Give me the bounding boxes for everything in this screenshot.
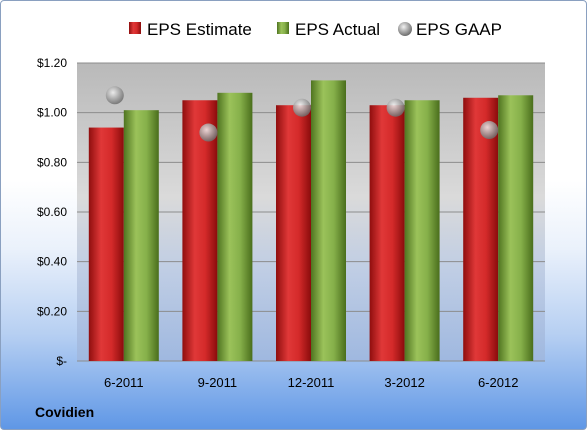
legend-item-estimate: EPS Estimate <box>129 20 252 39</box>
legend-item-actual: EPS Actual <box>277 20 380 39</box>
estimate-bar <box>463 97 499 362</box>
gaap-marker <box>199 123 218 142</box>
actual-bar <box>217 92 253 362</box>
x-tick-label: 9-2011 <box>198 375 238 390</box>
legend-swatch-actual <box>277 22 289 34</box>
actual-bar <box>404 100 440 361</box>
y-tick-label: $0.60 <box>37 205 67 219</box>
legend-label-estimate: EPS Estimate <box>147 20 252 39</box>
gaap-markers <box>105 86 499 142</box>
y-tick-label: $0.40 <box>37 255 67 269</box>
x-tick-label: 6-2012 <box>478 375 518 390</box>
gaap-marker <box>293 98 311 117</box>
actual-bar <box>498 95 534 362</box>
gaap-marker <box>480 121 499 140</box>
y-tick-label: $1.20 <box>37 56 67 70</box>
legend: EPS Estimate EPS Actual EPS GAAP <box>129 20 502 39</box>
estimate-bar <box>276 105 311 361</box>
x-tick-label: 3-2012 <box>384 375 424 390</box>
legend-item-gaap: EPS GAAP <box>398 20 502 39</box>
legend-marker-gaap <box>398 22 412 36</box>
x-tick-label: 12-2011 <box>288 375 335 390</box>
actual-bar <box>311 80 346 361</box>
actual-bar <box>123 110 159 361</box>
bars <box>88 80 534 362</box>
y-tick-label: $1.00 <box>37 106 67 120</box>
estimate-bar <box>182 100 218 361</box>
x-axis-ticks: 6-2011 9-2011 12-2011 3-2012 6-2012 <box>104 375 518 390</box>
estimate-bar <box>369 105 405 361</box>
legend-label-gaap: EPS GAAP <box>416 20 502 39</box>
x-tick-label: 6-2011 <box>104 375 144 390</box>
legend-swatch-estimate <box>129 22 141 34</box>
legend-label-actual: EPS Actual <box>295 20 380 39</box>
estimate-bar <box>88 127 124 361</box>
y-tick-label: $0.20 <box>37 304 67 318</box>
gaap-marker <box>105 86 124 105</box>
y-tick-label: $- <box>56 354 67 368</box>
company-label: Covidien <box>35 404 94 420</box>
y-tick-label: $0.80 <box>37 155 67 169</box>
y-axis-ticks: $- $0.20 $0.40 $0.60 $0.80 $1.00 $1.20 <box>37 56 67 368</box>
gaap-marker <box>386 98 405 117</box>
